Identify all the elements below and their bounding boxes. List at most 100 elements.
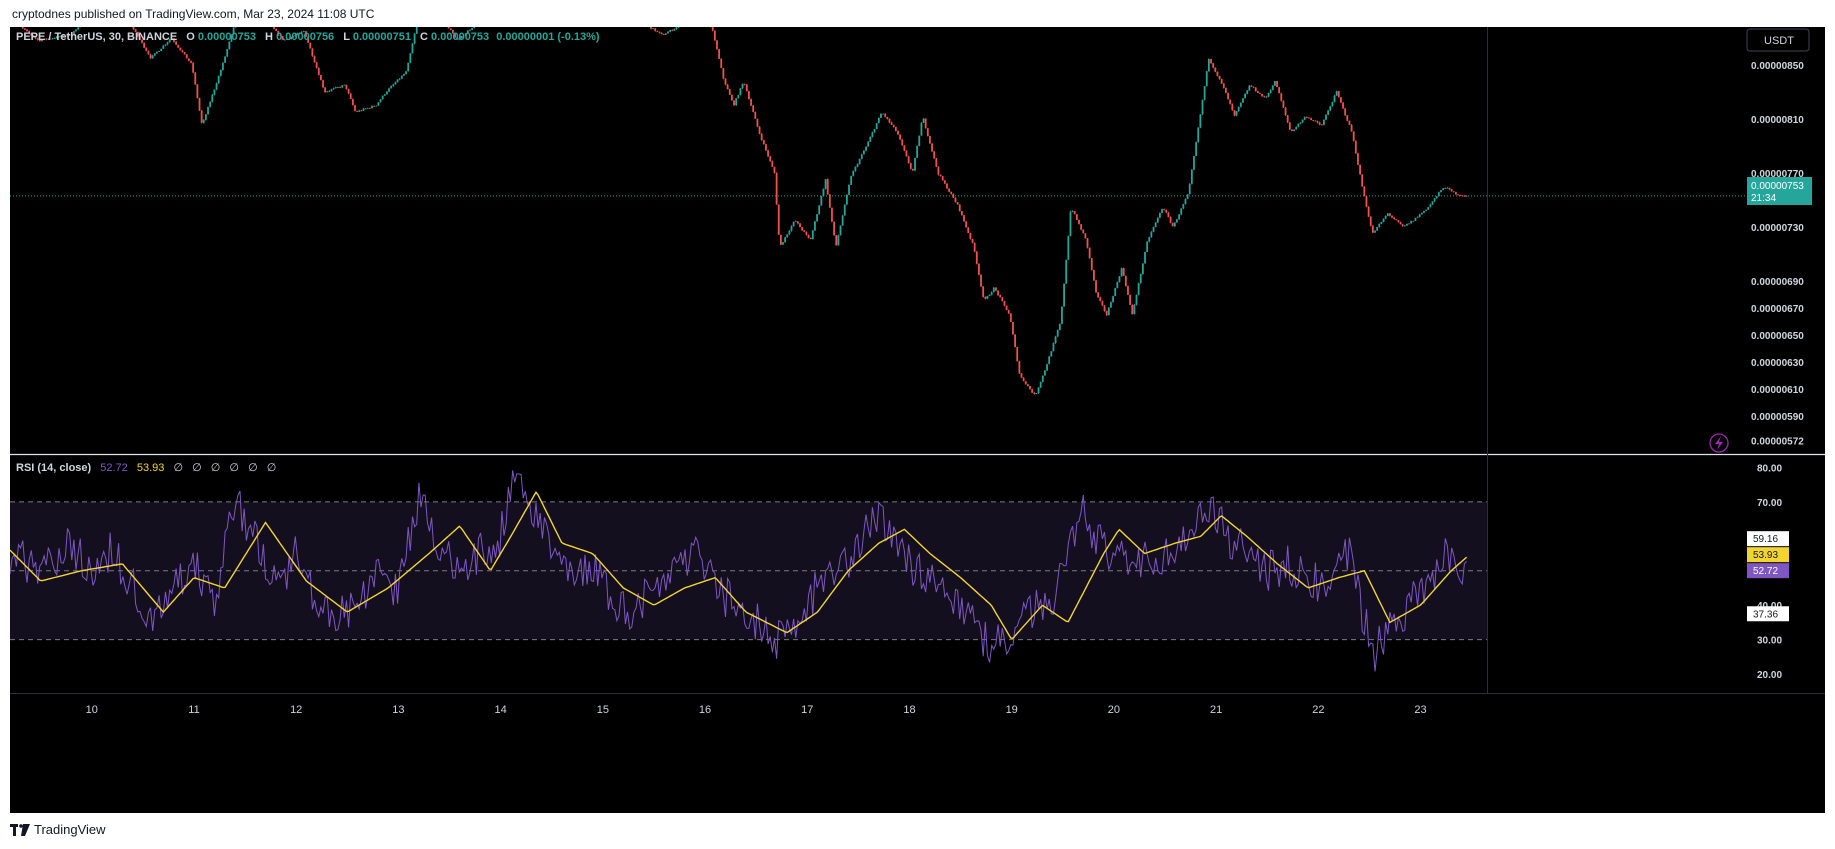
candle xyxy=(924,118,927,129)
candle xyxy=(1367,205,1370,218)
candle xyxy=(1073,210,1076,215)
candle xyxy=(1048,355,1051,365)
candle xyxy=(322,79,324,89)
candle xyxy=(1114,287,1117,297)
candle xyxy=(999,294,1002,298)
time-axis[interactable]: 10 11 12 13 14 15 16 17 18 19 20 21 22 23 xyxy=(86,704,1427,716)
candle xyxy=(47,38,50,40)
candle xyxy=(1195,141,1198,157)
candle xyxy=(390,85,393,89)
candle xyxy=(988,294,991,297)
candle xyxy=(1388,213,1391,217)
rsi-tick-label: 30.00 xyxy=(1757,636,1782,647)
candle xyxy=(775,172,778,205)
rsi-axis[interactable]: 80.0070.0050.0040.0030.0020.0059.1653.93… xyxy=(1747,463,1789,681)
candle xyxy=(877,117,880,124)
candle xyxy=(175,40,177,46)
candle xyxy=(1056,329,1059,338)
candle xyxy=(935,157,938,168)
candle xyxy=(1335,90,1338,97)
candle xyxy=(41,39,43,42)
candle xyxy=(1218,75,1221,80)
candle xyxy=(856,163,859,168)
candle xyxy=(967,227,970,234)
candle xyxy=(1120,267,1123,277)
candle xyxy=(392,83,395,87)
candle xyxy=(1169,216,1172,224)
candle xyxy=(343,84,346,86)
candle xyxy=(897,130,899,135)
candle xyxy=(224,56,226,63)
candle xyxy=(1399,221,1402,225)
candle xyxy=(1297,123,1300,128)
candle xyxy=(1237,106,1240,112)
candle xyxy=(1014,334,1017,348)
candle xyxy=(718,48,721,59)
rsi-pane[interactable] xyxy=(9,470,1487,672)
candle xyxy=(658,31,661,34)
chart-canvas[interactable]: 0.00000850 0.00000810 0.00000770 0.00000730… xyxy=(9,0,1825,813)
candle xyxy=(667,30,669,34)
candle xyxy=(305,31,307,37)
candle xyxy=(894,126,897,132)
candle xyxy=(211,93,214,103)
candle xyxy=(386,91,388,95)
rsi-legend: RSI (14, close) 52.72 53.93 ∅ ∅ ∅ ∅ ∅ ∅ xyxy=(16,462,276,474)
empty-value: ∅ xyxy=(211,462,221,474)
price-axis[interactable]: 0.00000850 0.00000810 0.00000770 0.00000730… xyxy=(1751,61,1804,448)
price-pane[interactable] xyxy=(10,27,1825,694)
chart-frame[interactable]: 0.00000850 0.00000810 0.00000770 0.00000730… xyxy=(9,0,1825,813)
candle xyxy=(782,242,784,245)
candle xyxy=(673,28,676,31)
candle xyxy=(1331,101,1334,107)
candle xyxy=(1214,67,1217,73)
candle xyxy=(1465,195,1468,197)
candle xyxy=(1182,203,1185,210)
candle xyxy=(1242,98,1244,103)
candle xyxy=(1395,218,1398,221)
candle xyxy=(1144,251,1146,264)
candle xyxy=(1450,189,1453,192)
candle xyxy=(713,30,716,42)
candle xyxy=(141,39,143,44)
candle xyxy=(960,210,963,216)
candle xyxy=(1082,229,1085,234)
candle xyxy=(298,32,301,34)
candle xyxy=(1244,93,1246,99)
candle xyxy=(1220,78,1223,85)
candle xyxy=(315,61,318,69)
empty-value: ∅ xyxy=(173,462,183,474)
candle xyxy=(1039,381,1042,389)
candle xyxy=(36,37,39,41)
candle xyxy=(1280,92,1283,102)
candle xyxy=(937,166,940,176)
candle xyxy=(1231,103,1234,112)
candle xyxy=(1159,212,1161,219)
time-tick-label: 13 xyxy=(392,704,404,716)
candle xyxy=(1129,294,1132,306)
candle xyxy=(294,34,297,37)
candle xyxy=(1124,275,1127,287)
last-price-value: 0.00000753 xyxy=(1751,181,1804,192)
lightning-icon[interactable] xyxy=(1709,433,1729,453)
time-tick-label: 11 xyxy=(188,704,199,716)
candle xyxy=(852,170,855,177)
empty-value: ∅ xyxy=(229,462,239,474)
candle xyxy=(926,127,929,137)
candle xyxy=(833,221,836,236)
candle xyxy=(1310,117,1313,121)
candle xyxy=(664,32,667,35)
change-value: 0.00000001 (-0.13%) xyxy=(496,31,600,43)
candle xyxy=(207,106,209,115)
candle xyxy=(198,97,201,112)
candle xyxy=(911,168,914,172)
candle xyxy=(1054,335,1057,344)
candle xyxy=(1037,387,1040,394)
candle xyxy=(1097,292,1100,298)
currency-button[interactable]: USDT xyxy=(1746,28,1810,52)
candle xyxy=(1342,101,1344,109)
candle xyxy=(1016,346,1019,362)
candle xyxy=(217,75,220,84)
candle xyxy=(1412,220,1415,222)
candle xyxy=(733,100,735,106)
